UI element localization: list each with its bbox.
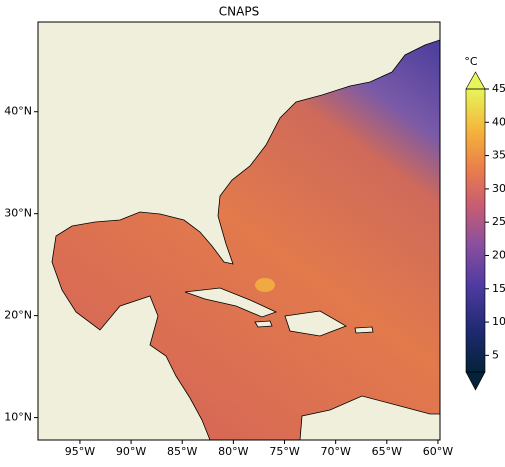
y-tick-label: 20°N (4, 309, 32, 322)
colorbar-tick-label: 45 (492, 82, 505, 95)
colorbar-tick-label: 40 (492, 115, 505, 128)
jamaica (254, 320, 273, 328)
puerto-rico (354, 326, 374, 334)
map-frame (37, 21, 441, 441)
ocean (51, 39, 440, 440)
x-tick-label: 80°W (218, 445, 248, 458)
hispaniola (284, 310, 347, 337)
y-tick-label: 40°N (4, 105, 32, 118)
y-tick-label: 10°N (4, 411, 32, 424)
warm-spot (255, 278, 275, 292)
colorbar-tick-label: 35 (492, 149, 505, 162)
x-tick-label: 85°W (167, 445, 197, 458)
colorbar-label: °C (464, 55, 478, 68)
colorbar-tick-label: 5 (492, 348, 499, 361)
x-tick-label: 60°W (423, 445, 453, 458)
colorbar-extend-max (465, 71, 486, 90)
colorbar-tick-label: 10 (492, 315, 505, 328)
cuba (184, 287, 278, 318)
colorbar-frame (465, 88, 486, 373)
x-tick-label: 65°W (372, 445, 402, 458)
map-title: CNAPS (219, 5, 259, 19)
colorbar-tick-label: 25 (492, 215, 505, 228)
colorbar (466, 89, 485, 372)
x-tick-label: 90°W (116, 445, 146, 458)
map-area (38, 22, 440, 440)
colorbar-tick-label: 30 (492, 182, 505, 195)
x-tick-label: 75°W (269, 445, 299, 458)
y-tick-label: 30°N (4, 207, 32, 220)
x-tick-label: 70°W (320, 445, 350, 458)
colorbar-extend-min (465, 371, 486, 391)
colorbar-tick-label: 20 (492, 248, 505, 261)
colorbar-tick-label: 15 (492, 282, 505, 295)
x-tick-label: 95°W (65, 445, 95, 458)
